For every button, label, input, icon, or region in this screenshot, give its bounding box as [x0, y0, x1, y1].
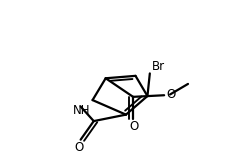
Text: O: O [75, 141, 84, 154]
Text: O: O [129, 120, 138, 133]
Text: Br: Br [152, 60, 165, 73]
Text: O: O [167, 88, 176, 101]
Text: NH: NH [73, 104, 90, 117]
